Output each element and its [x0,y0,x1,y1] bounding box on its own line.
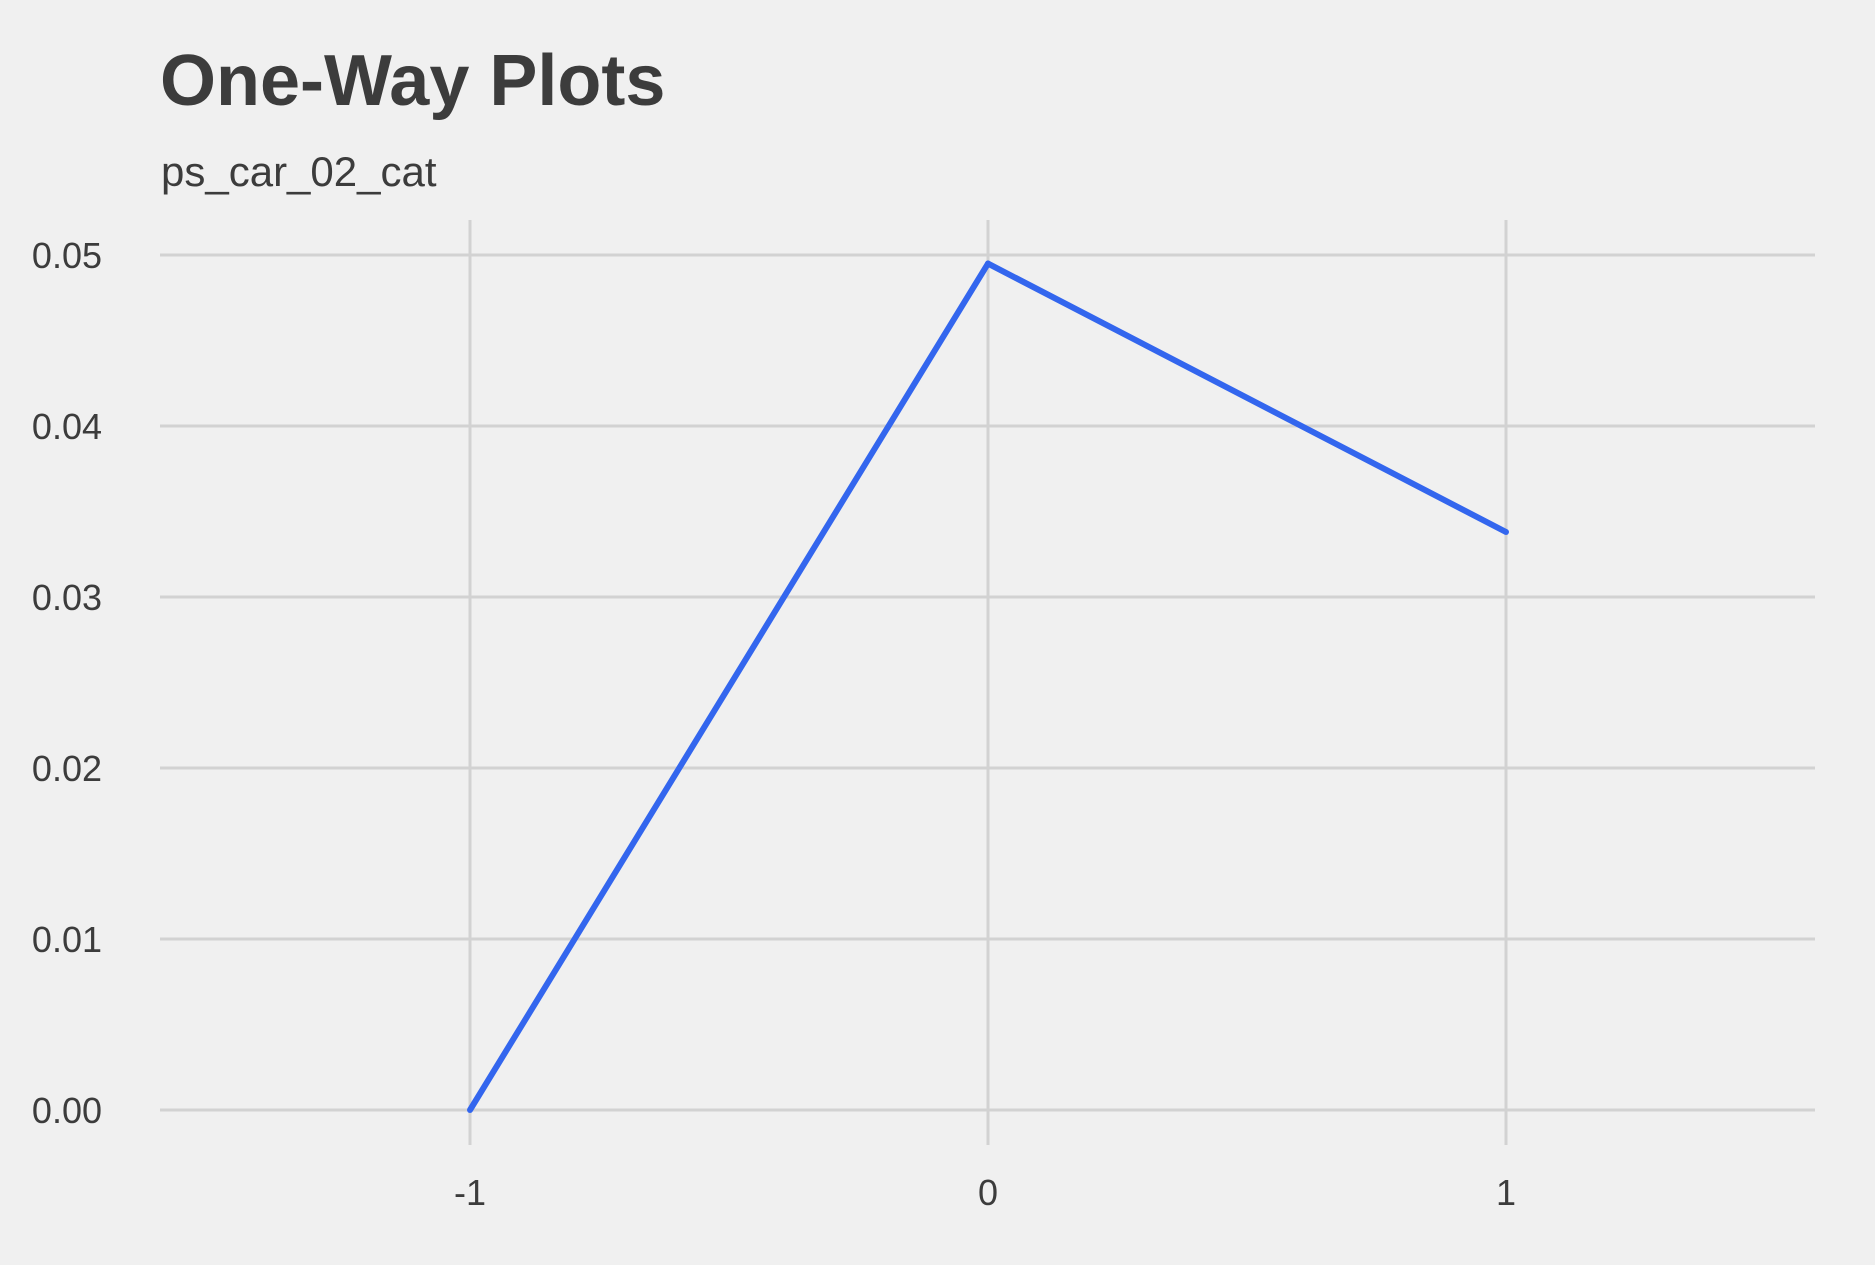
y-axis-tick-labels: 0.00 0.01 0.02 0.03 0.04 0.05 [32,235,102,1131]
data-point [985,260,991,267]
x-tick-label: 0 [978,1172,998,1213]
y-tick-label: 0.03 [32,577,102,618]
grid-lines [160,220,1815,1145]
x-axis-tick-labels: -1 0 1 [454,1172,1516,1213]
series-layer [467,260,1509,1113]
y-tick-label: 0.05 [32,235,102,276]
data-point [467,1107,473,1113]
y-tick-label: 0.04 [32,406,102,447]
y-tick-label: 0.01 [32,919,102,960]
y-tick-label: 0.02 [32,748,102,789]
y-tick-label: 0.00 [32,1090,102,1131]
chart-title: One-Way Plots [160,41,666,121]
x-tick-label: 1 [1496,1172,1516,1213]
x-tick-label: -1 [454,1172,486,1213]
chart-subtitle: ps_car_02_cat [161,148,437,195]
data-point [1503,529,1509,536]
